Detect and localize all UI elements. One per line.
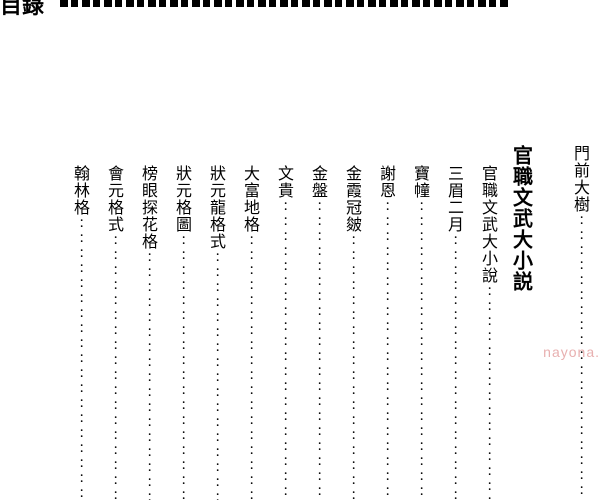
leader-dots: ：：：：：：：：：：：：：：：：：：：：：：：：: [411, 201, 428, 500]
toc-column: 大富地格 ：：：：：：：：：：：：：：：：：：：：：：：：: [238, 145, 260, 500]
toc-entry: 金盤: [305, 165, 329, 199]
header-decorative-line: [60, 2, 510, 4]
toc-entry: 狀元龍格式: [203, 165, 227, 250]
leader-dots: ：：：：：：：：：：：：：：：：：：：：：：：：: [479, 286, 496, 500]
leader-dots: ：：：：：：：：：：：：：：：：：：：：：：：：: [173, 235, 190, 500]
toc-entry: 翰林格: [67, 165, 91, 216]
section-title: 官職文武大小説: [507, 145, 536, 292]
toc-column: 翰林格 ：：：：：：：：：：：：：：：：：：：：：：：：: [68, 145, 90, 500]
leader-dots: ：：：：：：：：：：：：：：：：：：：：：：：：: [377, 201, 394, 500]
toc-entry: 寶幢: [407, 165, 431, 199]
leader-dots: ：：：：：：：：：：：：：：：：：：：：：：：：: [71, 218, 88, 500]
leader-dots: ：：：：：：：：：：：：：：：：：：：：：：：：: [207, 252, 224, 500]
toc-entry: 謝恩: [373, 165, 397, 199]
toc-column: 會元格式 ：：：：：：：：：：：：：：：：：：：：：：：：: [102, 145, 124, 500]
toc-entry: 官職文武大小說: [475, 165, 499, 284]
toc-column: 門前大樹：：：：：：：：：：：：：：：：：：：：：：：：: [568, 145, 590, 500]
header: 目錄: [0, 0, 600, 12]
toc-column: 官職文武大小說 ：：：：：：：：：：：：：：：：：：：：：：：：: [476, 145, 498, 500]
leader-dots: ：：：：：：：：：：：：：：：：：：：：：：：：: [139, 252, 156, 500]
toc-column: 文貴 ：：：：：：：：：：：：：：：：：：：：：：：：: [272, 145, 294, 500]
leader-dots: ：：：：：：：：：：：：：：：：：：：：：：：：: [241, 235, 258, 500]
leader-dots: ：：：：：：：：：：：：：：：：：：：：：：：：: [309, 201, 326, 500]
leader-dots: ：：：：：：：：：：：：：：：：：：：：：：：：: [105, 235, 122, 500]
header-title: 目錄: [0, 0, 44, 20]
toc-column: 狀元龍格式 ：：：：：：：：：：：：：：：：：：：：：：：：: [204, 145, 226, 500]
toc-column: 金盤 ：：：：：：：：：：：：：：：：：：：：：：：：: [306, 145, 328, 500]
leader-dots: ：：：：：：：：：：：：：：：：：：：：：：：：: [343, 235, 360, 500]
toc-entry: 狀元格圖: [169, 165, 193, 233]
watermark-text: nayona.: [543, 344, 600, 360]
toc-column: 三眉二月 ：：：：：：：：：：：：：：：：：：：：：：：：: [442, 145, 464, 500]
leader-dots: ：：：：：：：：：：：：：：：：：：：：：：：：: [445, 235, 462, 500]
toc-entry: 門前大樹: [567, 145, 591, 213]
toc-columns: 門前大樹：：：：：：：：：：：：：：：：：：：：：：：：官職文武大小説官職文武大…: [10, 145, 590, 500]
toc-column: 寶幢 ：：：：：：：：：：：：：：：：：：：：：：：：: [408, 145, 430, 500]
toc-entry: 會元格式: [101, 165, 125, 233]
toc-entry: 金霞冠皴: [339, 165, 363, 233]
toc-entry: 三眉二月: [441, 165, 465, 233]
toc-column: 官職文武大小説: [510, 145, 532, 500]
toc-column: 榜眼探花格 ：：：：：：：：：：：：：：：：：：：：：：：：: [136, 145, 158, 500]
toc-entry: 文貴: [271, 165, 295, 199]
column-spacer: [544, 145, 556, 500]
toc-column: 金霞冠皴 ：：：：：：：：：：：：：：：：：：：：：：：：: [340, 145, 362, 500]
toc-entry: 大富地格: [237, 165, 261, 233]
toc-column: 謝恩 ：：：：：：：：：：：：：：：：：：：：：：：：: [374, 145, 396, 500]
toc-entry: 榜眼探花格: [135, 165, 159, 250]
leader-dots: ：：：：：：：：：：：：：：：：：：：：：：：：: [275, 201, 292, 500]
toc-column: 狀元格圖 ：：：：：：：：：：：：：：：：：：：：：：：：: [170, 145, 192, 500]
